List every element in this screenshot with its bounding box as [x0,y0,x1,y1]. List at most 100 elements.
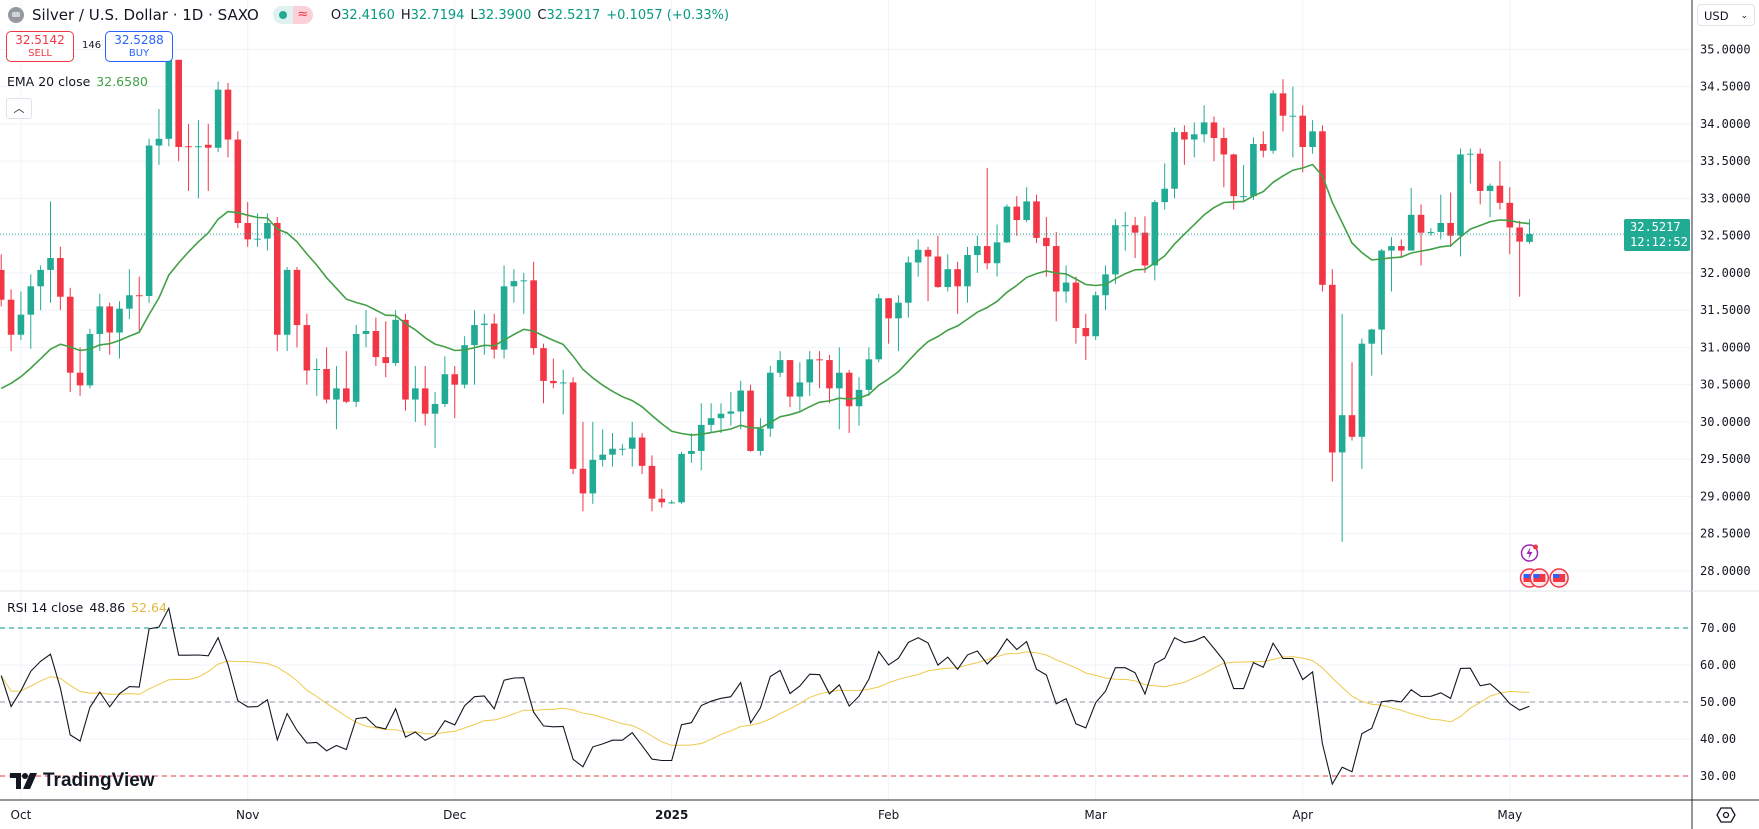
sell-button[interactable]: 32.5142 SELL [6,31,74,62]
candle [1279,79,1287,132]
candle-body [1052,246,1060,292]
price-tick-label: 35.0000 [1700,42,1751,56]
candle-body [1299,115,1307,147]
buy-label: BUY [128,47,150,59]
candle-body [1279,93,1287,116]
candle-body [757,428,764,451]
candle-body [392,319,399,364]
candle-body [17,314,25,335]
candle-body [658,498,666,503]
candle [727,392,735,426]
candle-body [845,372,853,407]
candle-body [993,242,1001,264]
time-axis[interactable]: Oct Nov Dec 2025 Feb Mar Apr May [11,808,1523,822]
candle [540,343,547,404]
collapse-legend-button[interactable]: ︿ [6,98,32,119]
candle-body [461,345,468,385]
candle-body [826,360,833,389]
candle-body [1289,115,1297,117]
price-tick-label: 32.0000 [1700,266,1751,280]
candle-body [786,360,794,397]
candle [1398,239,1405,258]
tradingview-logo-text: TradingView [43,770,155,791]
us-flag-event-icon [1549,568,1569,588]
candle-body [1496,185,1504,203]
currency-select[interactable]: USD ⌄ [1697,4,1755,26]
buy-button[interactable]: 32.5288 BUY [105,31,173,62]
candle [145,138,153,303]
rsi-ma-line [0,651,1530,746]
candle-body [293,269,301,326]
symbol-title[interactable]: Silver / U.S. Dollar · 1D · SAXO [32,6,259,24]
candle-body [135,295,143,297]
candle [520,272,528,314]
us-flag-event-icon [1529,568,1550,588]
price-tick-label: 28.0000 [1700,564,1751,578]
candle-body [579,468,587,494]
candle [96,293,104,352]
rsi-tick-label: 60.00 [1700,658,1736,672]
candle [481,313,488,355]
symbol-header[interactable]: Silver / U.S. Dollar · 1D · SAXO ≈ O32.4… [8,6,729,24]
candle [195,120,202,199]
candle [599,429,606,467]
candle [1358,338,1366,469]
high-value: 32.7194 [410,7,465,23]
candle [490,313,498,359]
candle [1121,211,1129,251]
candle-body [1506,202,1514,228]
candle-body [1457,154,1464,236]
price-axis[interactable]: 35.0000 34.5000 34.0000 33.5000 33.0000 32.50… [1700,42,1751,578]
candle-body [1447,222,1454,236]
candle [609,433,616,467]
candle-body [96,306,104,334]
candle [1092,291,1099,340]
chart-settings-button[interactable] [1716,806,1736,824]
candle [1250,137,1257,200]
candle-body [145,145,153,296]
candle-body [116,308,123,333]
buy-price: 32.5288 [114,32,164,47]
candle [1338,313,1346,542]
rsi-axis[interactable]: 70.00 60.00 50.00 40.00 30.00 [1700,621,1736,783]
candle [303,313,311,385]
status-badges[interactable]: ≈ [272,6,313,24]
bar-countdown: 12:12:52 [1630,235,1688,249]
ema-legend[interactable]: EMA 20 close 32.6580 [7,74,148,89]
tradingview-logo[interactable]: TradingView [10,770,155,792]
candle-body [352,333,360,402]
price-tick-label: 33.5000 [1700,154,1751,168]
candle-body [678,453,685,503]
candle [1447,192,1454,247]
candle-body [1092,295,1099,337]
candle-body [1112,225,1119,275]
rsi-legend[interactable]: RSI 14 close 48.86 52.64 [7,600,167,615]
candle [283,266,291,352]
candle-body [974,246,981,256]
candle-body [905,262,912,303]
price-tick-label: 30.5000 [1700,378,1751,392]
candle-body [195,146,202,148]
candle-body [1467,153,1474,155]
candle-body [1269,93,1277,151]
candle-body [37,269,44,287]
candle-body [382,357,390,364]
tradingview-logo-icon [10,773,37,789]
green-dot-icon[interactable] [272,6,293,24]
candle-body [175,59,182,147]
candle [757,418,764,456]
ema-line [0,163,1530,436]
candle [1200,105,1208,143]
candle-body [599,454,606,460]
event-markers[interactable] [1519,544,1569,588]
candle [333,366,340,430]
price-tick-label: 28.5000 [1700,527,1751,541]
candle [944,254,952,292]
candle [628,421,636,467]
candle [747,384,754,452]
candle [1181,125,1188,165]
candle [441,356,449,407]
wave-icon[interactable]: ≈ [292,6,313,24]
candle [47,201,54,303]
